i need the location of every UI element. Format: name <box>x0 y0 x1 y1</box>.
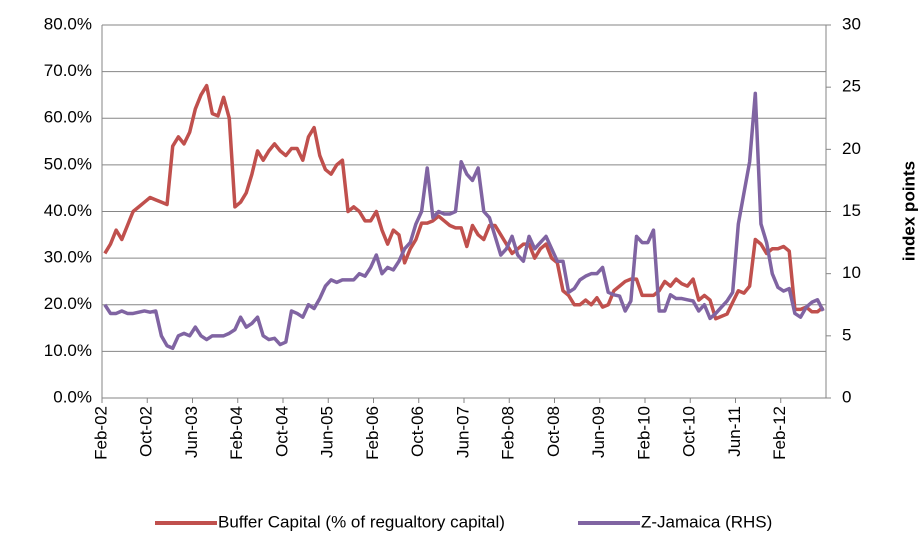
y-tick-label: 80.0% <box>44 14 92 33</box>
y-tick-label: 40.0% <box>44 201 92 220</box>
y2-tick-label: 30 <box>842 14 861 33</box>
legend-label: Z-Jamaica (RHS) <box>641 512 772 531</box>
y-tick-label: 70.0% <box>44 61 92 80</box>
x-tick-label: Jun-03 <box>182 406 201 458</box>
y2-tick-label: 15 <box>842 201 861 220</box>
x-tick-label: Feb-02 <box>91 406 110 460</box>
series-line <box>103 83 825 321</box>
x-tick-label: Jun-07 <box>453 406 472 458</box>
y2-tick-label: 10 <box>842 263 861 282</box>
x-tick-label: Oct-02 <box>137 406 156 457</box>
x-tick-label: Feb-08 <box>499 406 518 460</box>
y-tick-label: 60.0% <box>44 108 92 127</box>
y2-tick-label: 25 <box>842 77 861 96</box>
y-tick-label: 50.0% <box>44 154 92 173</box>
x-tick-label: Jun-09 <box>589 406 608 458</box>
y2-axis-label: index points <box>899 161 918 261</box>
y2-tick-label: 0 <box>842 387 851 406</box>
y2-tick-label: 20 <box>842 139 861 158</box>
x-tick-label: Feb-12 <box>770 406 789 460</box>
series-line <box>103 91 825 351</box>
x-tick-label: Feb-04 <box>227 406 246 460</box>
y2-tick-label: 5 <box>842 325 851 344</box>
y-tick-label: 30.0% <box>44 248 92 267</box>
x-tick-label: Oct-08 <box>544 406 563 457</box>
x-tick-label: Jun-05 <box>318 406 337 458</box>
x-tick-label: Oct-06 <box>408 406 427 457</box>
x-tick-label: Feb-10 <box>634 406 653 460</box>
legend-label: Buffer Capital (% of regualtory capital) <box>218 512 505 531</box>
x-tick-label: Jun-11 <box>725 406 744 457</box>
y-tick-label: 10.0% <box>44 341 92 360</box>
y-tick-label: 20.0% <box>44 294 92 313</box>
x-tick-label: Oct-04 <box>272 406 291 457</box>
y-tick-label: 0.0% <box>53 387 92 406</box>
x-tick-label: Oct-10 <box>680 406 699 457</box>
x-tick-label: Feb-06 <box>363 406 382 460</box>
